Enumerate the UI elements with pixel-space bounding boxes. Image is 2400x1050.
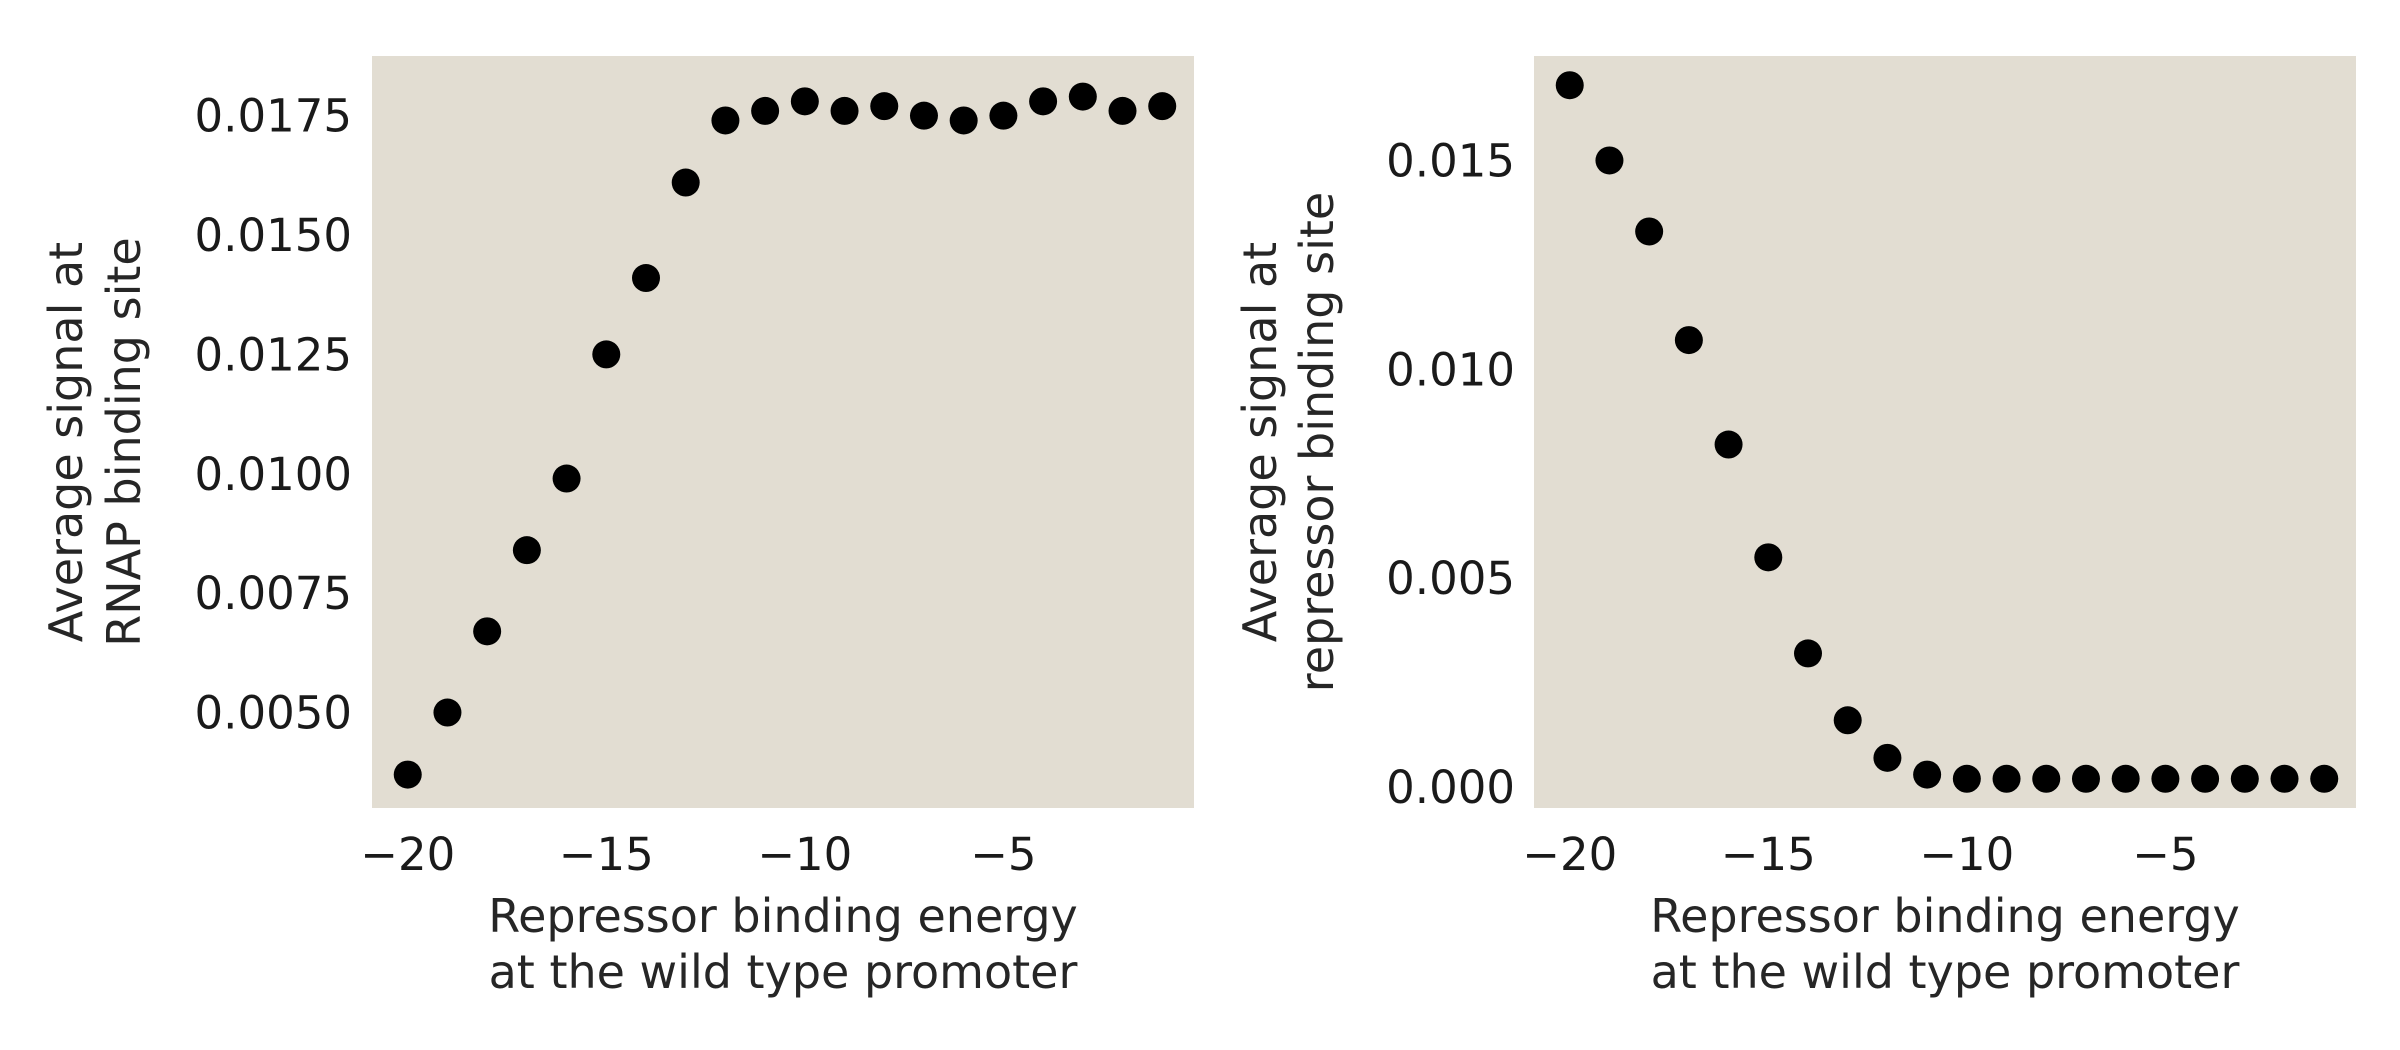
y-tick-label: 0.0175 — [195, 90, 352, 143]
data-point — [552, 464, 581, 493]
y-tick-label: 0.0150 — [195, 209, 352, 262]
x-axis-label: Repressor binding energy — [1650, 889, 2240, 943]
data-point — [1595, 146, 1624, 175]
x-tick-label: −15 — [1721, 828, 1816, 881]
x-tick-label: −10 — [757, 828, 852, 881]
x-tick-label: −20 — [1522, 828, 1617, 881]
data-point — [790, 87, 819, 116]
data-point — [1068, 82, 1097, 111]
data-point — [1794, 639, 1822, 668]
x-tick-label: −20 — [360, 828, 455, 881]
data-point — [2071, 764, 2100, 793]
data-point — [2310, 764, 2339, 793]
data-point — [1029, 87, 1058, 116]
data-point — [909, 101, 938, 130]
data-point — [2032, 764, 2061, 793]
y-tick-label: 0.010 — [1386, 343, 1515, 396]
data-point — [2270, 764, 2299, 793]
data-point — [949, 106, 978, 135]
x-tick-label: −10 — [1919, 828, 2014, 881]
y-axis-label: RNAP binding site — [97, 237, 151, 646]
data-point — [1952, 764, 1981, 793]
data-point — [393, 760, 422, 789]
y-tick-label: 0.0050 — [195, 687, 352, 740]
right-panel: −20 −15 −10 −5 0.000 0.005 0.010 0.015 Repressor… — [1233, 56, 2356, 999]
data-point — [473, 617, 502, 646]
y-tick-label: 0.015 — [1386, 134, 1515, 187]
y-axis-label: repressor binding site — [1290, 192, 1344, 692]
y-axis-label: Average signal at — [1233, 242, 1287, 642]
x-axis-label: at the wild type promoter — [1651, 945, 2240, 999]
data-point — [989, 101, 1018, 130]
y-axis-label: Average signal at — [39, 242, 93, 642]
data-point — [2191, 764, 2220, 793]
x-tick-label: −5 — [2132, 828, 2198, 881]
y-tick-label: 0.000 — [1386, 761, 1515, 814]
data-point — [592, 340, 621, 369]
data-point — [1674, 326, 1703, 355]
left-panel: −20 −15 −10 −5 0.0050 0.0075 0.0100 0.0125 0.015… — [39, 56, 1194, 999]
data-point — [1992, 764, 2021, 793]
data-point — [751, 96, 780, 125]
data-point — [1635, 217, 1664, 246]
data-point — [711, 106, 740, 135]
data-point — [1913, 760, 1942, 789]
data-point — [512, 536, 541, 565]
x-axis-label: Repressor binding energy — [488, 889, 1078, 943]
y-tick-label: 0.005 — [1386, 552, 1515, 605]
data-point — [830, 96, 859, 125]
data-point — [1754, 543, 1783, 572]
data-point — [433, 698, 462, 727]
data-point — [2230, 764, 2259, 793]
data-point — [632, 264, 660, 293]
x-tick-label: −5 — [970, 828, 1036, 881]
data-point — [1555, 71, 1584, 100]
x-axis-label: at the wild type promoter — [489, 945, 1078, 999]
plot-area — [1534, 56, 2356, 808]
data-point — [1714, 430, 1743, 459]
data-point — [1833, 706, 1862, 735]
y-tick-label: 0.0100 — [195, 448, 352, 501]
data-point — [1873, 743, 1902, 772]
y-tick-label: 0.0125 — [195, 328, 352, 381]
data-point — [870, 92, 899, 121]
plot-area — [372, 56, 1194, 808]
y-tick-label: 0.0075 — [195, 567, 352, 620]
data-point — [671, 168, 700, 197]
data-point — [1108, 96, 1137, 125]
data-point — [2151, 764, 2180, 793]
x-tick-label: −15 — [559, 828, 654, 881]
data-point — [2111, 764, 2140, 793]
data-point — [1148, 92, 1177, 121]
